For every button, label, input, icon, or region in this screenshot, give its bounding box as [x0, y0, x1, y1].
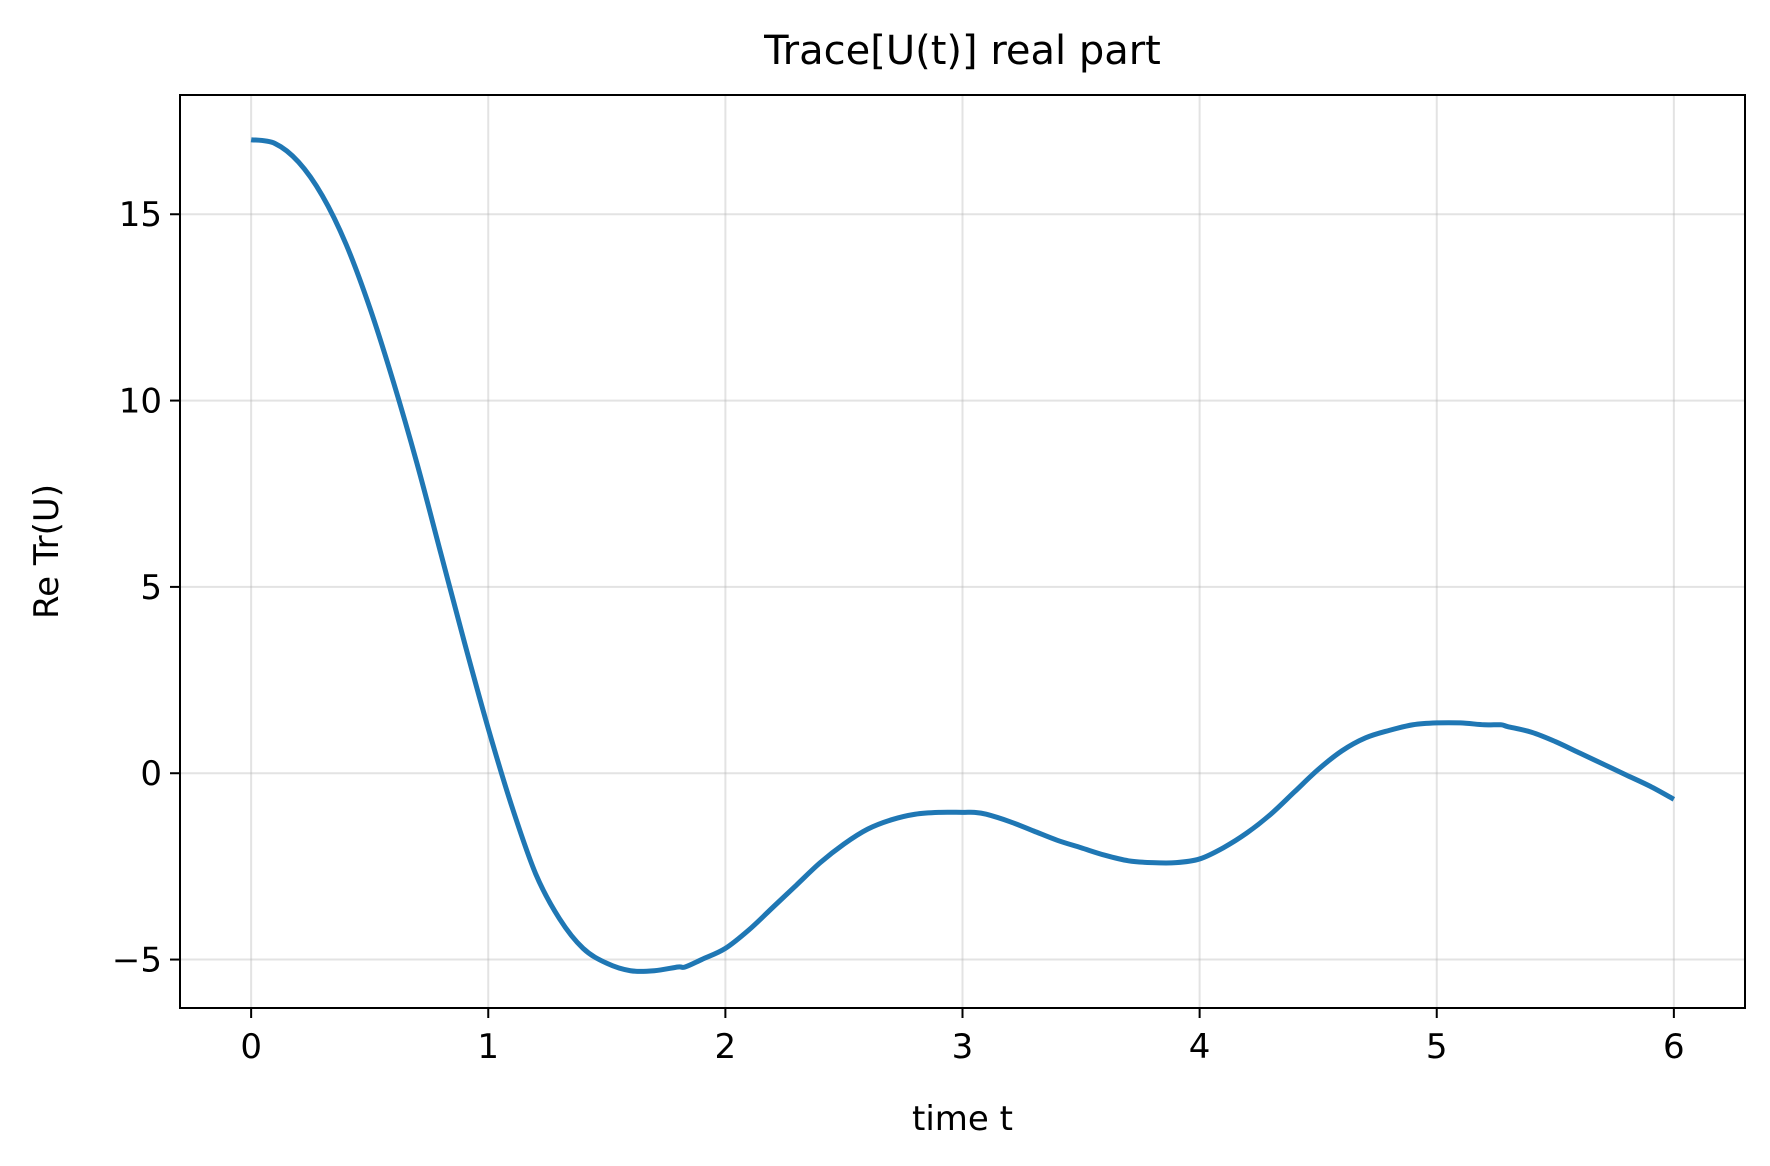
series-line-0 — [250, 137, 1676, 974]
y-tick-label: 10 — [119, 382, 162, 422]
grid — [180, 95, 1745, 1008]
ticks: 0 1 2 3 4 5 6 −5 0 5 10 15 — [112, 195, 1685, 1067]
y-tick-label: 15 — [119, 195, 162, 235]
x-tick-label: 5 — [1426, 1027, 1448, 1067]
y-tick-label: 5 — [140, 568, 162, 608]
x-tick-label: 6 — [1663, 1027, 1685, 1067]
x-tick-label: 0 — [240, 1027, 262, 1067]
x-tick-label: 4 — [1189, 1027, 1211, 1067]
plot-frame — [179, 94, 1746, 1009]
x-tick-label: 1 — [477, 1027, 499, 1067]
series-layer — [250, 137, 1676, 974]
x-tick-label: 3 — [952, 1027, 974, 1067]
y-axis-title: Re Tr(U) — [27, 484, 67, 619]
chart-title: Trace[U(t)] real part — [763, 28, 1161, 74]
x-axis-title: time t — [912, 1099, 1013, 1139]
y-tick-label: −5 — [112, 941, 162, 981]
y-tick-label: 0 — [140, 754, 162, 794]
x-tick-label: 2 — [715, 1027, 737, 1067]
